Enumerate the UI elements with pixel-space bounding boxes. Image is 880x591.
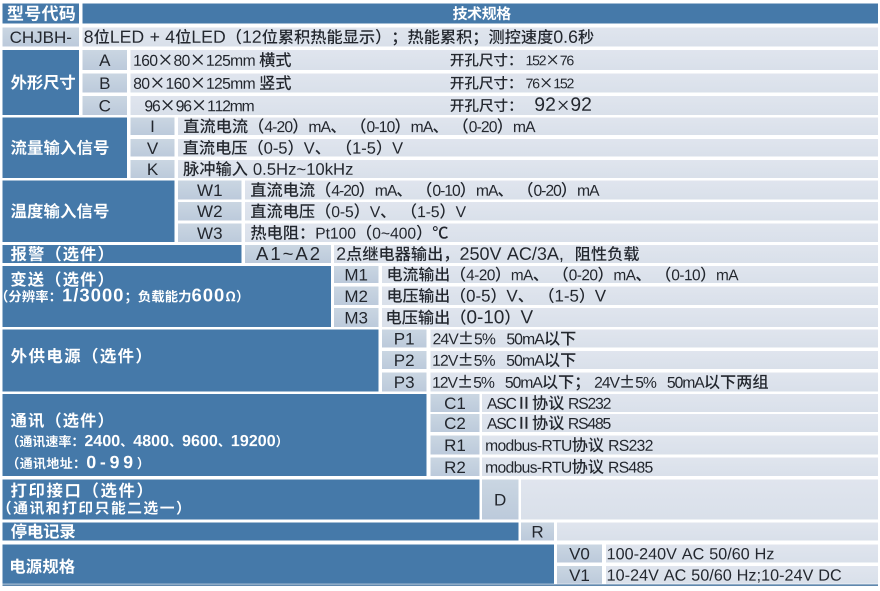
svg-text:P2: P2 [394,351,415,370]
svg-text:M1: M1 [344,266,368,285]
svg-text:R2: R2 [444,458,466,477]
svg-text:P3: P3 [394,373,415,392]
svg-text:M3: M3 [344,309,368,328]
svg-text:C1: C1 [444,394,466,413]
svg-text:C2: C2 [444,414,466,433]
svg-text:V: V [147,139,159,158]
svg-text:R: R [531,523,543,542]
svg-text:CHJBH-: CHJBH- [10,28,72,47]
svg-text:W1: W1 [197,181,223,200]
svg-text:A1~A2: A1~A2 [256,243,320,264]
svg-text:M2: M2 [344,287,368,306]
svg-text:W3: W3 [197,224,223,243]
svg-text:C: C [99,97,111,116]
svg-text:R1: R1 [444,436,466,455]
svg-text:V0: V0 [569,545,590,564]
svg-text:W2: W2 [197,202,223,221]
svg-text:V1: V1 [569,566,590,585]
svg-text:K: K [147,160,159,179]
svg-text:A: A [99,51,111,70]
svg-text:D: D [494,491,506,510]
svg-text:P1: P1 [394,330,415,349]
svg-text:B: B [99,74,110,93]
svg-text:I: I [150,117,155,136]
